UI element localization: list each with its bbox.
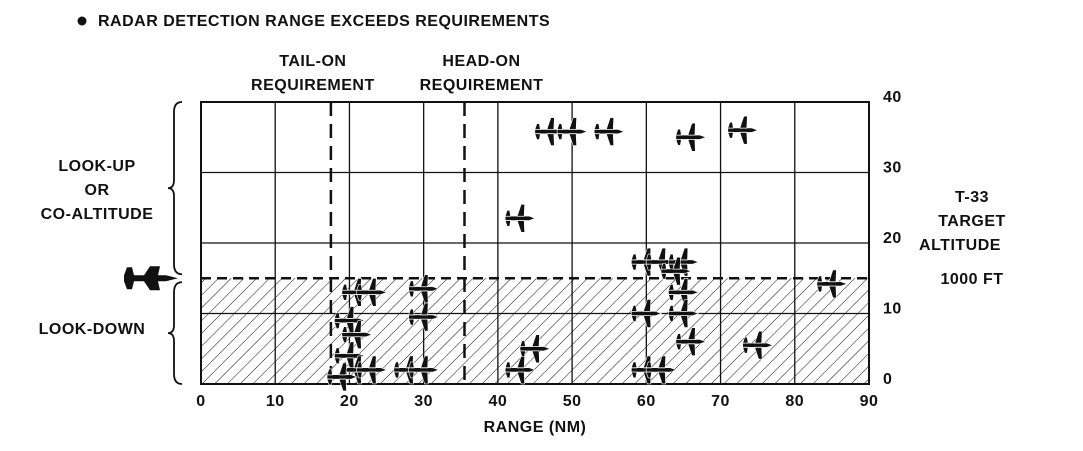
x-tick-label: 70 [711,393,730,410]
y-tick-label: 10 [883,301,902,318]
x-tick-label: 30 [414,393,433,410]
target-aircraft [816,269,848,299]
y-tick-label: 0 [883,371,892,388]
x-axis-label: RANGE (NM) [484,419,587,436]
target-aircraft [408,355,440,385]
target-aircraft [675,327,707,357]
y-axis-label: ALTITUDE [919,237,1001,254]
region-label: LOOK-UP [58,158,135,175]
own-aircraft [124,266,178,291]
x-tick-label: 40 [488,393,507,410]
region-label: LOOK-DOWN [39,321,146,338]
target-aircraft [675,122,707,152]
requirement-label: REQUIREMENT [420,77,544,94]
x-tick-label: 60 [637,393,656,410]
bullet [77,16,87,26]
target-aircraft [504,204,537,233]
region-brace [167,281,183,385]
target-aircraft [408,302,440,332]
look-down-zone [201,278,869,384]
region-label: CO-ALTITUDE [41,206,154,223]
target-aircraft [668,299,700,328]
y-axis-label: T-33 [955,189,989,206]
target-aircraft [742,330,774,360]
x-tick-label: 20 [340,393,359,410]
x-tick-label: 90 [860,393,879,410]
x-tick-label: 0 [196,393,205,410]
region-label: OR [85,182,110,199]
target-aircraft [660,256,692,286]
target-aircraft [668,247,700,277]
x-tick-label: 50 [563,393,582,410]
y-tick-label: 40 [883,89,902,106]
chart-title: RADAR DETECTION RANGE EXCEEDS REQUIREMEN… [98,13,550,30]
x-tick-label: 10 [266,393,285,410]
target-aircraft [645,355,678,385]
target-aircraft [356,278,388,307]
target-aircraft [326,362,358,392]
y-tick-label: 30 [883,160,902,177]
target-aircraft [356,355,388,385]
x-tick-label: 80 [785,393,804,410]
target-aircraft [593,117,626,146]
target-aircraft [556,117,588,146]
y-tick-label: 20 [883,230,902,247]
y-axis-label: 1000 FT [940,271,1003,288]
target-aircraft [630,299,663,328]
requirement-label: TAIL-ON [279,53,346,70]
target-aircraft [341,320,373,349]
requirement-label: HEAD-ON [442,53,520,70]
y-axis-label: TARGET [938,213,1006,230]
region-brace [167,101,183,276]
plot-frame [200,101,870,385]
requirement-label: REQUIREMENT [251,77,375,94]
target-aircraft [727,115,759,145]
target-aircraft [519,334,551,364]
